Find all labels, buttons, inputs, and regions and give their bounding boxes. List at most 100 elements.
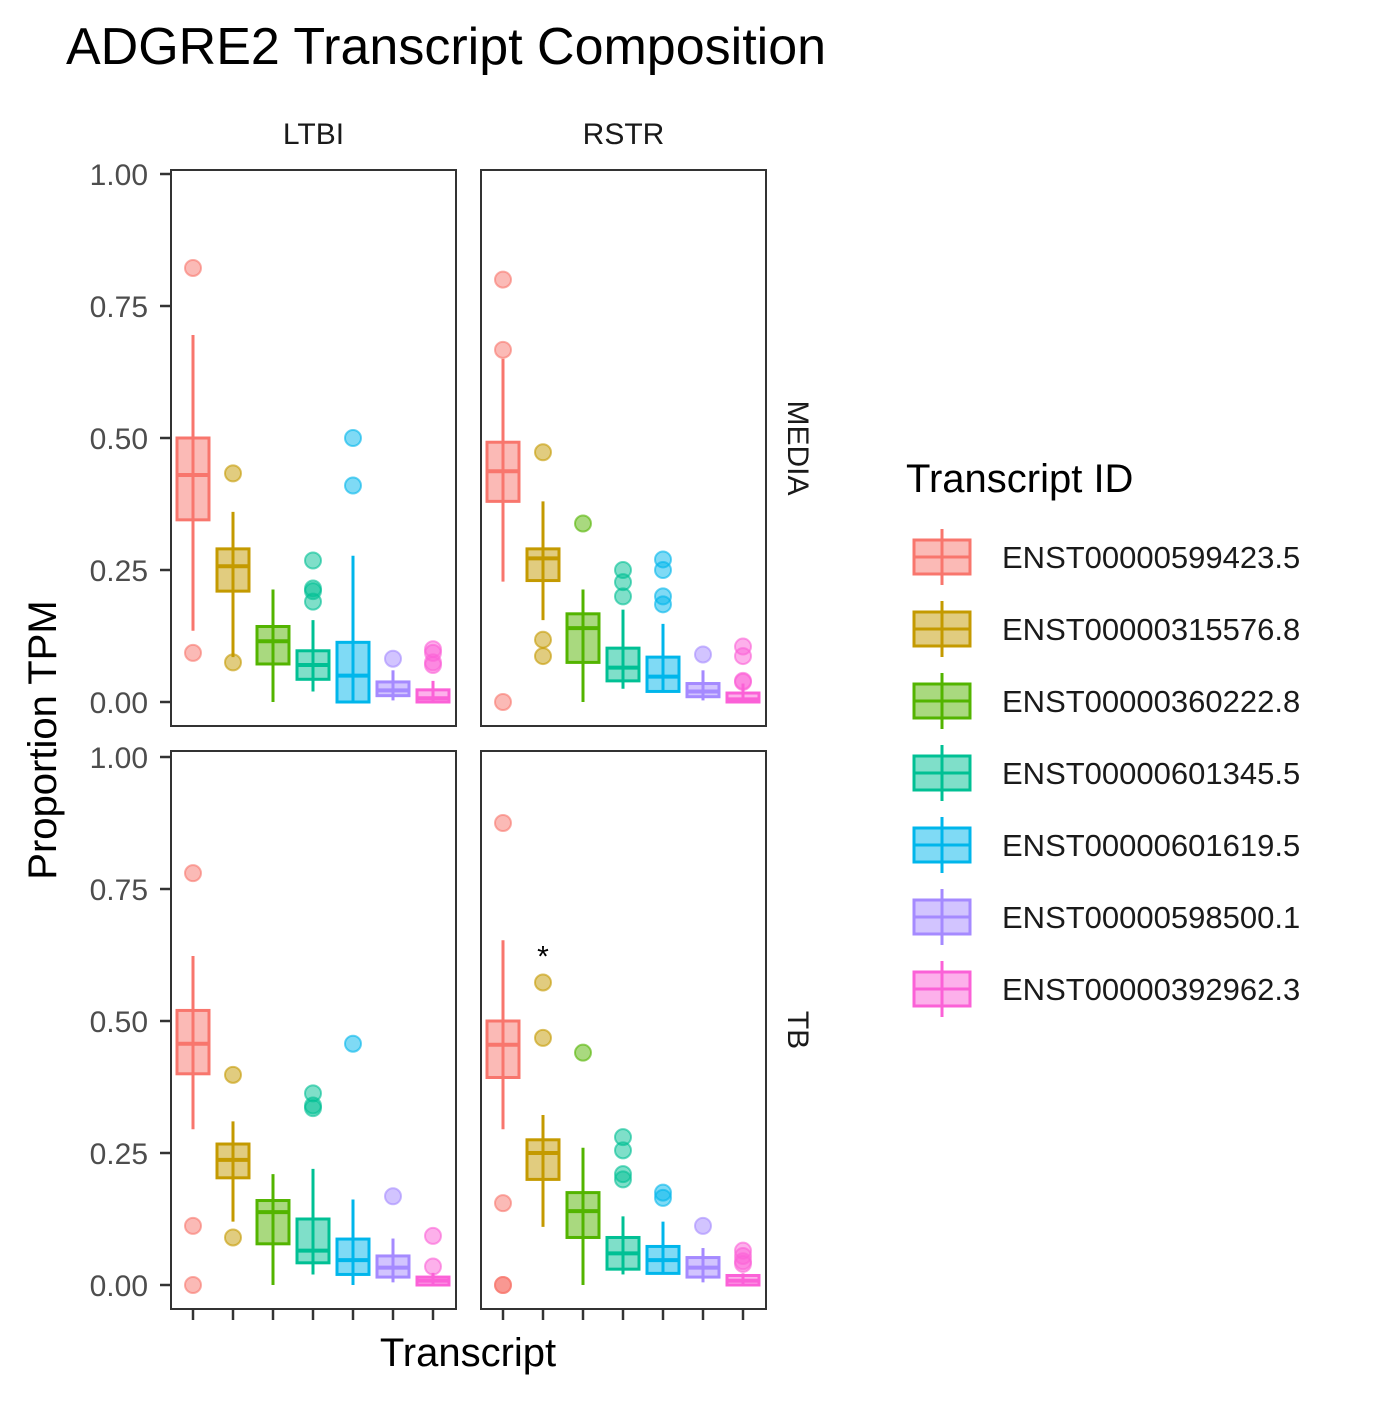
box-body (255, 1199, 291, 1246)
box-body (605, 646, 641, 683)
outlier-point (494, 270, 512, 289)
outlier-point (184, 1276, 202, 1294)
outlier-point (534, 630, 552, 649)
box-3 (295, 551, 331, 692)
box-3 (605, 561, 641, 689)
panel-ltbi-media (170, 169, 457, 727)
outlier-point (734, 1254, 752, 1273)
legend-label: ENST00000599423.5 (1002, 540, 1300, 575)
outlier-point (184, 643, 202, 662)
outlier-point (344, 429, 362, 447)
y-tick-label-media: 0.75 (90, 291, 148, 324)
outlier-point (184, 258, 202, 277)
box-2 (565, 514, 601, 702)
outlier-point (614, 1141, 632, 1160)
outlier-point (184, 1216, 202, 1235)
legend-item-4: ENST00000601619.5 (912, 817, 1300, 873)
box-body (295, 1217, 331, 1265)
box-body (215, 547, 251, 593)
outlier-point (184, 864, 202, 883)
box-0 (485, 270, 521, 711)
box-body (565, 1191, 601, 1239)
x-axis-label: Transcript (380, 1331, 556, 1375)
box-body (525, 547, 561, 583)
box-6 (725, 1241, 761, 1287)
box-4 (645, 1183, 681, 1275)
box-1 (215, 464, 251, 672)
box-6 (415, 640, 451, 704)
outlier-point (654, 1188, 672, 1207)
outlier-point (494, 693, 512, 711)
box-5 (375, 649, 411, 701)
box-2 (255, 589, 291, 702)
box-2 (255, 1174, 291, 1285)
box-6 (415, 1226, 451, 1287)
outlier-point (304, 1099, 322, 1118)
plot-layer: LTBI RSTR MEDIA TB 0.00 0.25 0.50 0.75 1.00 0.00 0… (90, 118, 1300, 1320)
box-0 (175, 864, 211, 1294)
box-6 (725, 637, 761, 704)
outlier-point (534, 443, 552, 462)
box-body (255, 624, 291, 666)
outlier-point (654, 595, 672, 614)
facet-label-rstr: RSTR (583, 118, 665, 151)
box-body (485, 1019, 521, 1079)
legend-label: ENST00000315576.8 (1002, 612, 1300, 647)
outlier-point (424, 1257, 442, 1276)
outlier-point (614, 1170, 632, 1189)
box-5 (685, 1216, 721, 1283)
legend-item-2: ENST00000360222.8 (912, 673, 1300, 729)
box-1 (525, 443, 561, 666)
outlier-point (494, 814, 512, 832)
legend-item-1: ENST00000315576.8 (912, 601, 1300, 657)
box-1 (525, 973, 561, 1227)
chart-title: ADGRE2 Transcript Composition (66, 18, 826, 76)
outlier-point (654, 561, 672, 579)
facet-label-tb: TB (781, 1011, 814, 1049)
outlier-point (694, 1216, 712, 1235)
outlier-point (384, 649, 402, 668)
outlier-point (534, 647, 552, 666)
y-tick-label-tb: 0.00 (90, 1270, 148, 1303)
outlier-point (424, 1226, 442, 1245)
panel-rstr-media (480, 169, 767, 727)
outlier-point (574, 514, 592, 533)
outlier-point (534, 1028, 552, 1047)
box-3 (295, 1084, 331, 1275)
outlier-point (574, 1043, 592, 1062)
box-body (525, 1138, 561, 1181)
outlier-point (614, 587, 632, 606)
y-tick-label-tb: 0.25 (90, 1138, 148, 1171)
y-tick-label-tb: 1.00 (90, 742, 148, 775)
outlier-point (534, 973, 552, 992)
legend-item-6: ENST00000392962.3 (912, 961, 1300, 1017)
significance-annotation: * (537, 940, 549, 973)
y-tick-label-media: 0.25 (90, 555, 148, 588)
outlier-point (224, 464, 242, 483)
y-tick-label-tb: 0.50 (90, 1006, 148, 1039)
legend-label: ENST00000601619.5 (1002, 828, 1300, 863)
box-4 (645, 550, 681, 693)
outlier-point (424, 656, 442, 675)
legend-label: ENST00000392962.3 (1002, 972, 1300, 1007)
box-body (645, 655, 681, 693)
box-5 (375, 1187, 411, 1283)
legend-item-3: ENST00000601345.5 (912, 745, 1300, 801)
outlier-point (734, 672, 752, 691)
box-body (335, 1237, 371, 1276)
legend-title: Transcript ID (906, 457, 1133, 501)
box-3 (605, 1128, 641, 1275)
legend-label: ENST00000598500.1 (1002, 900, 1300, 935)
outlier-point (224, 653, 242, 672)
outlier-point (304, 592, 322, 611)
panel-rstr-tb (480, 750, 767, 1310)
y-axis-label: Proportion TPM (21, 600, 65, 879)
box-5 (685, 645, 721, 701)
y-tick-label-media: 0.00 (90, 687, 148, 720)
legend-label: ENST00000360222.8 (1002, 684, 1300, 719)
outlier-point (694, 645, 712, 664)
outlier-point (344, 1034, 362, 1053)
outlier-point (304, 551, 322, 570)
